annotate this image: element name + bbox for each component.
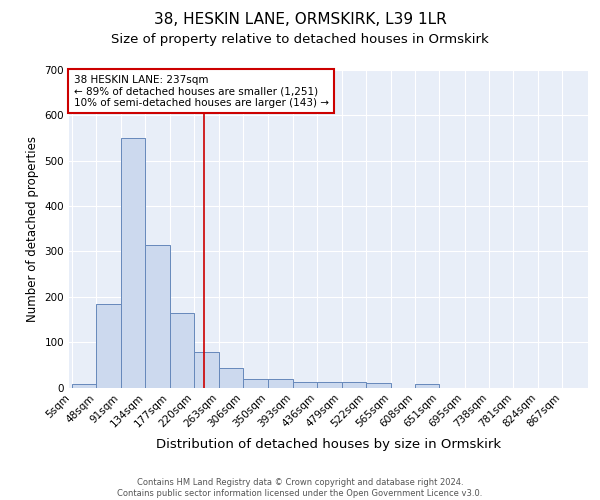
Bar: [194, 352, 218, 388]
Bar: [366, 384, 391, 388]
Bar: [293, 382, 317, 388]
Bar: [341, 382, 366, 388]
Bar: [415, 384, 439, 388]
Text: 38, HESKIN LANE, ORMSKIRK, L39 1LR: 38, HESKIN LANE, ORMSKIRK, L39 1LR: [154, 12, 446, 28]
Bar: [72, 384, 97, 388]
Bar: [243, 380, 268, 388]
Bar: [218, 368, 243, 388]
X-axis label: Distribution of detached houses by size in Ormskirk: Distribution of detached houses by size …: [156, 438, 501, 450]
Bar: [97, 304, 121, 388]
Bar: [170, 312, 194, 388]
Bar: [317, 382, 341, 388]
Text: 38 HESKIN LANE: 237sqm
← 89% of detached houses are smaller (1,251)
10% of semi-: 38 HESKIN LANE: 237sqm ← 89% of detached…: [74, 74, 329, 108]
Text: Contains HM Land Registry data © Crown copyright and database right 2024.
Contai: Contains HM Land Registry data © Crown c…: [118, 478, 482, 498]
Bar: [145, 244, 170, 388]
Bar: [268, 380, 293, 388]
Text: Size of property relative to detached houses in Ormskirk: Size of property relative to detached ho…: [111, 32, 489, 46]
Y-axis label: Number of detached properties: Number of detached properties: [26, 136, 39, 322]
Bar: [121, 138, 145, 388]
